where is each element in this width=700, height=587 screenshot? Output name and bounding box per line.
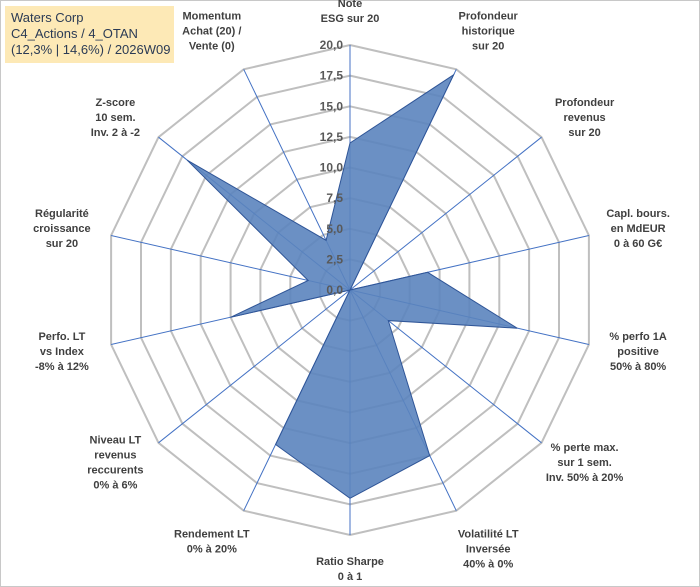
- axis-labels: Note ESG sur 20 Profondeur historique sur 20…: [33, 0, 670, 583]
- axis-label-line: revenus: [94, 450, 136, 462]
- tick-label: 7,5: [326, 191, 343, 205]
- axis-label-line: Perfo. LT: [38, 331, 85, 343]
- axis-label-line: ESG sur 20: [321, 13, 380, 25]
- axis-spoke: [158, 289, 351, 444]
- tick-label: 20,0: [320, 38, 344, 52]
- axis-label-line: 0% à 6%: [93, 480, 137, 492]
- series-area: [186, 73, 518, 499]
- axis-label-line: -8% à 12%: [35, 361, 89, 373]
- axis-label-line: sur 20: [568, 127, 600, 139]
- performance-summary: (12,3% | 14,6%) / 2026W09: [11, 42, 171, 57]
- axis-label-line: 10 sem.: [95, 112, 135, 124]
- tick-label: 12,5: [320, 130, 344, 144]
- axis-label-line: 0 à 60 G€: [614, 238, 662, 250]
- tick-labels: 0,0 2,5 5,0 7,5 10,0 12,5 15,0 17,5 20,0: [320, 38, 344, 297]
- company-name: Waters Corp: [11, 10, 84, 25]
- tick-label: 2,5: [326, 252, 343, 266]
- tick-label: 15,0: [320, 99, 344, 113]
- axis-label-line: Volatilité LT: [458, 529, 519, 541]
- axis-label-line: Momentum: [182, 10, 241, 22]
- chart-title-box: Waters Corp C4_Actions / 4_OTAN (12,3% |…: [5, 6, 174, 63]
- axis-label-line: 50% à 80%: [610, 361, 666, 373]
- axis-label-line: sur 1 sem.: [557, 457, 611, 469]
- axis-label-line: vs Index: [40, 346, 85, 358]
- axis-label-line: % perte max.: [551, 442, 619, 454]
- tick-label: 10,0: [320, 161, 344, 175]
- axis-label-line: reccurents: [87, 465, 143, 477]
- axis-label-line: % perfo 1A: [609, 331, 667, 343]
- axis-label-line: 40% à 0%: [463, 559, 513, 571]
- axis-label-line: sur 20: [46, 238, 78, 250]
- axis-label-line: revenus: [563, 112, 605, 124]
- classification: C4_Actions / 4_OTAN: [11, 26, 138, 41]
- axis-label-line: Inv. 2 à -2: [91, 127, 140, 139]
- axis-label-line: Rendement LT: [174, 529, 250, 541]
- axis-label-line: Z-score: [96, 97, 136, 109]
- axis-label-line: Capl. bours.: [606, 208, 670, 220]
- axis-label-line: Ratio Sharpe: [316, 556, 384, 568]
- axis-label-line: Vente (0): [189, 40, 235, 52]
- axis-label-line: Profondeur: [555, 97, 615, 109]
- axis-label-line: Inv. 50% à 20%: [546, 472, 624, 484]
- axis-label-line: Achat (20) /: [182, 25, 241, 37]
- tick-label: 0,0: [326, 283, 343, 297]
- axis-label-line: croissance: [33, 223, 90, 235]
- axis-label-line: sur 20: [472, 40, 504, 52]
- axis-label-line: 0% à 20%: [187, 544, 237, 556]
- axis-label-line: Profondeur: [459, 10, 519, 22]
- axis-spoke: [349, 136, 542, 291]
- axis-label-line: Inversée: [466, 544, 511, 556]
- axis-label-line: 0 à 1: [338, 571, 362, 583]
- axis-label-line: positive: [617, 346, 659, 358]
- axis-label-line: Note: [338, 0, 362, 10]
- tick-label: 17,5: [320, 69, 344, 83]
- axis-label-line: Régularité: [35, 208, 89, 220]
- series-layer: [186, 73, 518, 499]
- tick-label: 5,0: [326, 222, 343, 236]
- axis-label-line: historique: [462, 25, 515, 37]
- axis-label-line: en MdEUR: [611, 223, 666, 235]
- axis-label-line: Niveau LT: [90, 435, 142, 447]
